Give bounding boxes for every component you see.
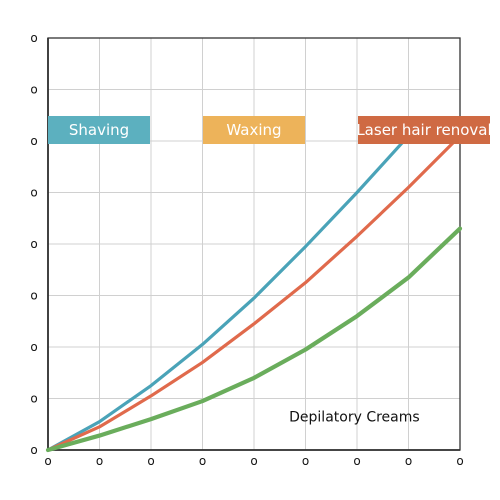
series-group [45,134,463,453]
x-tick-label-3: o [199,454,206,468]
x-tick-label-2: o [147,454,154,468]
series-line-laser-hair-renoval [45,226,463,453]
y-tick-label-5: o [30,186,37,200]
x-tick-label-8: o [456,454,463,468]
y-tick-label-0: o [30,443,37,457]
x-tick-label-0: o [44,454,51,468]
y-tick-label-8: o [30,31,37,45]
legend-swatch [203,116,305,144]
legend: Shaving Waxing Laser hair renoval [48,116,492,144]
x-tick-label-7: o [405,454,412,468]
y-tick-label-3: o [30,289,37,303]
annotation-0: Depilatory Creams [289,410,420,426]
legend-swatch [48,116,150,144]
y-tick-label-1: o [30,392,37,406]
legend-label: Waxing [226,121,281,139]
legend-label: Laser hair renoval [356,121,491,139]
series-line-shaving [46,134,411,452]
y-tick-label-6: o [30,134,37,148]
series-line-waxing [46,134,462,452]
legend-swatch [358,116,490,144]
y-tick-label-7: o [30,83,37,97]
annotations: Depilatory Creams [289,410,420,426]
legend-item-waxing: Waxing [203,116,305,144]
y-tick-label-4: o [30,237,37,251]
legend-label: Shaving [69,121,129,139]
legend-item-laser-hair-renoval: Laser hair renoval [356,116,492,144]
y-tick-label-2: o [30,340,37,354]
x-tick-label-4: o [250,454,257,468]
x-tick-label-1: o [96,454,103,468]
axes [47,37,461,451]
x-tick-label-6: o [353,454,360,468]
x-tick-label-5: o [302,454,309,468]
legend-item-shaving: Shaving [48,116,150,144]
